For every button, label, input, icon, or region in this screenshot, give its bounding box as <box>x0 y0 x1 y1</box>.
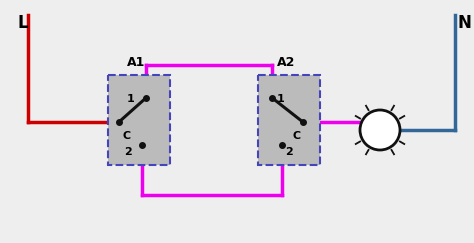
Text: C: C <box>292 131 301 141</box>
Bar <box>108 75 170 165</box>
Text: N: N <box>458 14 472 32</box>
Text: 2: 2 <box>124 147 132 157</box>
Text: L: L <box>18 14 28 32</box>
Text: 2: 2 <box>285 147 293 157</box>
Text: C: C <box>122 131 130 141</box>
Bar <box>258 75 320 165</box>
Text: A2: A2 <box>277 56 295 69</box>
Text: A1: A1 <box>127 56 145 69</box>
Text: 1: 1 <box>277 94 284 104</box>
Circle shape <box>360 110 400 150</box>
Text: 1: 1 <box>127 94 135 104</box>
